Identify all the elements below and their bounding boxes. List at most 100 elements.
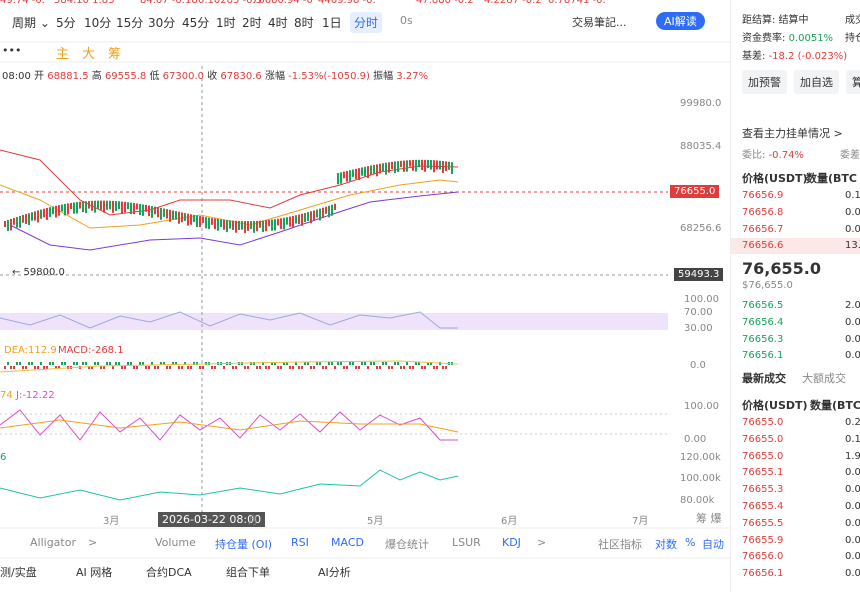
panel-button[interactable]: 算 (846, 70, 860, 94)
macd-bar (259, 366, 261, 369)
macd-bar (400, 366, 402, 369)
period-select[interactable]: 周期 ⌄ (12, 16, 50, 30)
candle (349, 170, 351, 182)
macd-bar (373, 362, 375, 365)
bottom-tab[interactable]: 合约DCA (146, 566, 192, 579)
qty: 0.0 (845, 223, 860, 235)
label: 涨幅 (264, 71, 285, 82)
bottom-tab[interactable]: 组合下单 (226, 566, 270, 579)
main-button[interactable]: 主 (56, 47, 70, 62)
indicator-tab[interactable]: > (88, 536, 98, 549)
indicator-tab[interactable]: > (537, 536, 547, 549)
indicator-tab[interactable]: KDJ (502, 536, 521, 549)
macd-bar (301, 366, 303, 369)
interval[interactable]: 1时 (216, 16, 236, 30)
price: 76656.7 (742, 223, 784, 235)
big-button[interactable]: 大 (82, 47, 96, 62)
indicator-tab[interactable]: RSI (291, 536, 309, 549)
indicator-tab[interactable]: MACD (331, 536, 364, 549)
label: 收 (207, 71, 218, 82)
macd-bar (214, 366, 216, 369)
candle (298, 214, 300, 224)
candle (253, 220, 255, 233)
bottom-tab[interactable]: 测/实盘 (0, 566, 37, 579)
candle (163, 208, 165, 217)
macd-bar (289, 366, 291, 369)
time: 08:00 (2, 71, 31, 82)
price: 76655.1 (742, 467, 784, 479)
trade-notes[interactable]: 交易筆記... (572, 16, 627, 29)
macd-bar (133, 366, 135, 369)
candle (274, 219, 276, 231)
candle (331, 204, 333, 216)
panel-button[interactable]: 加自选 (794, 70, 839, 94)
main-orders[interactable]: 查看主力挂单情况 > (742, 127, 843, 140)
candle (406, 160, 408, 172)
macd-bar (319, 362, 321, 365)
indicator-tab[interactable]: 持仓量 (OI) (215, 538, 272, 551)
more[interactable]: ••• (2, 44, 22, 57)
interval[interactable]: 5分 (56, 16, 76, 30)
candle (13, 217, 15, 225)
book-header: 价格(USDT) (742, 172, 808, 185)
interval[interactable]: 4时 (268, 16, 288, 30)
interval[interactable]: 1日 (322, 16, 342, 30)
candle (28, 213, 30, 226)
interval[interactable]: 15分 (116, 16, 144, 30)
ai-button[interactable]: AI解读 (656, 12, 705, 30)
macd-bar (349, 362, 351, 365)
candle (223, 219, 225, 230)
macd-bar (283, 362, 285, 365)
macd-bar (388, 366, 390, 369)
ticker: 84.07 -0.18 (140, 0, 198, 6)
macd-bar (157, 366, 159, 369)
indicator-tab[interactable]: Volume (155, 536, 196, 549)
candle (397, 161, 399, 173)
candle (301, 213, 303, 226)
macd-bar (145, 366, 147, 369)
candle (265, 220, 267, 232)
candle (193, 214, 195, 222)
macd-bar (286, 362, 288, 365)
candle (145, 204, 147, 212)
bottom-tab[interactable]: AI 网格 (76, 566, 113, 579)
macd-bar (37, 366, 39, 369)
candle (226, 220, 228, 232)
interval[interactable]: 45分 (182, 16, 210, 30)
bottom-tab[interactable]: AI分析 (318, 566, 351, 579)
indicator-tab[interactable]: Alligator (30, 536, 76, 549)
candle (52, 206, 54, 215)
trade-tab[interactable]: 大额成交 (802, 372, 846, 385)
indicator-tab[interactable]: 爆仓统计 (385, 538, 429, 551)
candle (391, 161, 393, 170)
trade-tab[interactable]: 最新成交 (742, 372, 786, 385)
candle (103, 200, 105, 213)
interval[interactable]: 2时 (242, 16, 262, 30)
interval[interactable]: 分时 (350, 12, 383, 33)
candle (451, 162, 453, 175)
basis: 基差: -18.2 (-0.023%) (742, 47, 847, 62)
indicator-tab[interactable]: 自动 (702, 538, 724, 551)
candle (130, 202, 132, 215)
interval[interactable]: 10分 (84, 16, 112, 30)
macd-bar (430, 362, 432, 365)
chips-button[interactable]: 筹 (108, 47, 122, 62)
panel-button[interactable]: 加预警 (742, 70, 787, 94)
value: 3.27% (396, 71, 429, 82)
macd-bar (151, 362, 153, 365)
indicator-tab[interactable]: LSUR (452, 536, 481, 549)
refresh[interactable]: 0s (400, 14, 413, 27)
candle (37, 210, 39, 223)
macd-bar (277, 366, 279, 369)
indicator-tab[interactable]: 社区指标 (598, 538, 642, 551)
info-line: 08:00 开 68881.5 高 69555.8 低 67300.0 收 67… (2, 67, 428, 82)
interval[interactable]: 8时 (294, 16, 314, 30)
candle (370, 165, 372, 175)
indicator-tab[interactable]: 对数 (655, 538, 677, 551)
candle (385, 162, 387, 175)
candle (400, 160, 402, 168)
indicator-tab[interactable]: % (685, 536, 696, 549)
price-tick: 68256.6 (680, 223, 722, 234)
interval[interactable]: 30分 (148, 16, 176, 30)
macd-bar (91, 366, 93, 369)
